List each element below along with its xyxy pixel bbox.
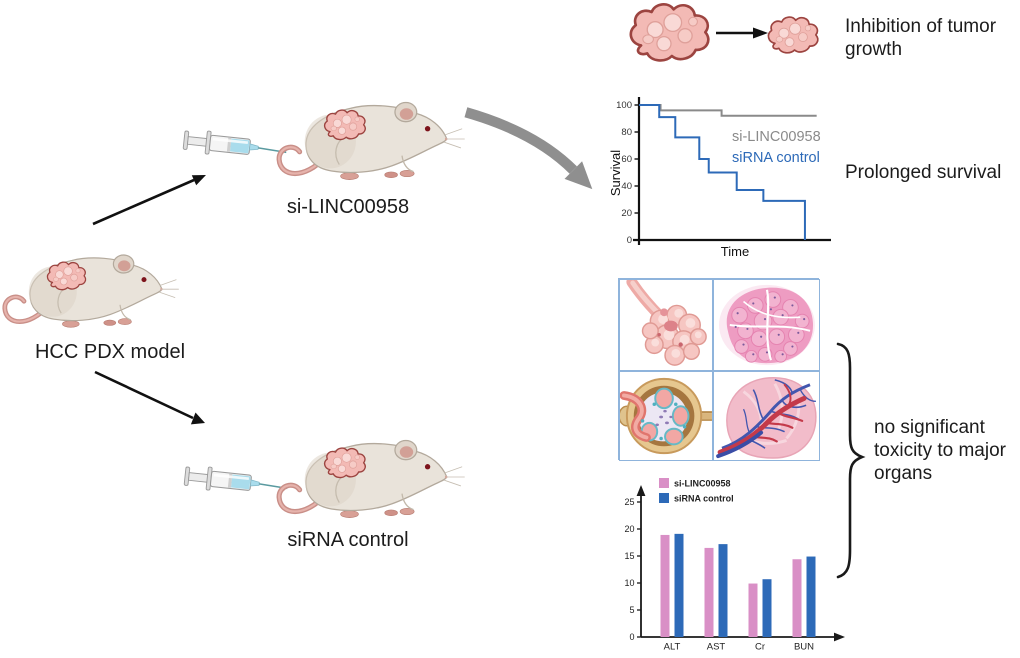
- svg-text:40: 40: [621, 181, 632, 192]
- svg-text:AST: AST: [707, 642, 726, 653]
- svg-text:15: 15: [624, 551, 634, 561]
- svg-text:si-LINC00958: si-LINC00958: [674, 479, 731, 489]
- svg-text:Survival: Survival: [608, 150, 623, 196]
- outcome-tumor-text: Inhibition of tumor growth: [845, 16, 997, 60]
- tissue-histology-illustration: [719, 284, 815, 366]
- pdx-model-label: HCC PDX model: [34, 341, 186, 363]
- outcome-survival-text: Prolonged survival: [845, 162, 1002, 183]
- svg-text:Time: Time: [721, 244, 749, 259]
- pdx-mouse-illustration: [0, 234, 180, 336]
- svg-text:si-LINC00958: si-LINC00958: [732, 129, 821, 145]
- organ-vasculature-illustration: [716, 377, 817, 459]
- histology-panel-glomerulus: [619, 371, 713, 461]
- histology-grid: [618, 278, 820, 461]
- svg-text:siRNA control: siRNA control: [732, 150, 820, 166]
- svg-text:ALT: ALT: [664, 642, 681, 653]
- histology-panel-vasculature: [713, 371, 820, 461]
- svg-text:Cr: Cr: [755, 642, 765, 653]
- svg-text:20: 20: [624, 524, 634, 534]
- treated-mouse-bottom-illustration: [274, 418, 466, 527]
- survival-chart: 0 20 40 60 80 100 Time Survival si-LINC00958 siRN…: [608, 97, 831, 259]
- tumor-shrink-arrow-icon: [716, 27, 768, 39]
- svg-text:100: 100: [616, 100, 632, 111]
- results-flow-arrow-icon: [464, 107, 593, 190]
- toxicity-bar-chart: 0 5 10 15 20 25 ALT AST Cr BUN si-LINC00958 siRNA c…: [624, 478, 845, 653]
- svg-text:5: 5: [629, 605, 634, 615]
- arm-bottom-label: siRNA control: [287, 529, 409, 551]
- kidney-glomerulus-illustration: [620, 377, 712, 455]
- svg-text:80: 80: [621, 127, 632, 138]
- large-tumor-icon: [629, 2, 710, 62]
- arrow-to-top-arm-icon: [92, 175, 206, 226]
- arrow-to-bottom-arm-icon: [94, 370, 205, 425]
- svg-text:60: 60: [621, 154, 632, 165]
- histology-panel-acinar: [619, 279, 713, 371]
- svg-text:0: 0: [629, 632, 634, 642]
- acinar-gland-illustration: [626, 280, 707, 366]
- small-tumor-icon: [767, 16, 819, 54]
- histology-panel-tissue: [713, 279, 820, 371]
- treated-mouse-top-illustration: [274, 80, 466, 189]
- svg-text:20: 20: [621, 208, 632, 219]
- outcome-toxicity-text: no significant toxicity to major organs: [874, 417, 1006, 484]
- arm-top-label: si-LINC00958: [286, 196, 410, 218]
- svg-text:BUN: BUN: [794, 642, 814, 653]
- curly-brace-icon: [836, 342, 866, 579]
- svg-text:10: 10: [624, 578, 634, 588]
- svg-text:0: 0: [627, 235, 632, 246]
- svg-text:siRNA control: siRNA control: [674, 494, 734, 504]
- svg-text:25: 25: [624, 497, 634, 507]
